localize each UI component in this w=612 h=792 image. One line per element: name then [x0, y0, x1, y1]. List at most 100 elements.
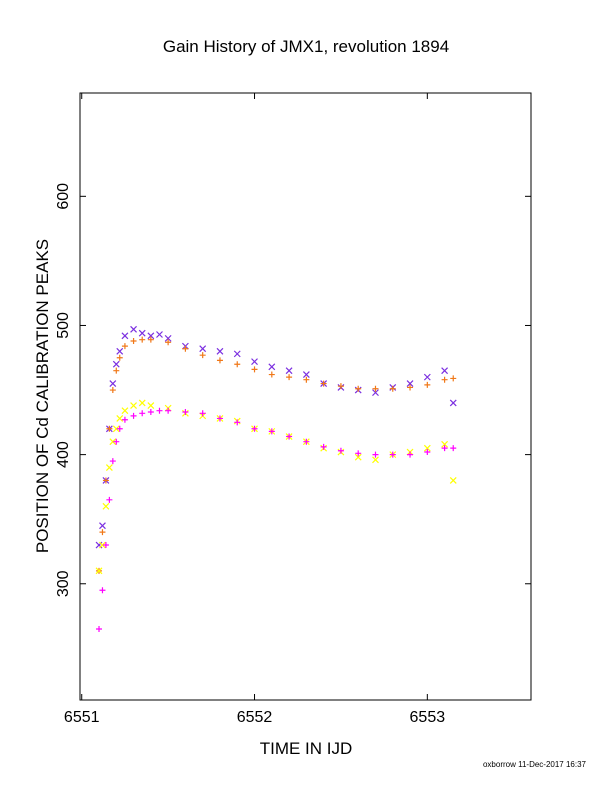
series-3-point — [147, 408, 154, 415]
series-3-point — [99, 587, 106, 594]
series-1-point — [268, 371, 275, 378]
series-1-point — [286, 374, 293, 381]
series-3-point — [216, 415, 223, 422]
series-1-point — [113, 367, 120, 374]
series-3-point — [320, 443, 327, 450]
series-0-point — [285, 367, 293, 375]
series-1-point — [121, 343, 128, 350]
series-0-point — [116, 347, 124, 355]
series-3-point — [121, 416, 128, 423]
x-tick-label: 6551 — [64, 709, 100, 726]
series-3-point — [165, 407, 172, 414]
series-1-point — [147, 336, 154, 343]
series-1-point — [389, 385, 396, 392]
series-3-point — [109, 458, 116, 465]
axis-ticks: 6551 6552 6553 300 400 500 600 — [55, 93, 531, 726]
series-2-point — [441, 440, 449, 448]
series-3-point — [441, 445, 448, 452]
y-tick-label: 500 — [55, 312, 72, 339]
series-2-point — [138, 399, 146, 407]
series-1-point — [234, 361, 241, 368]
series-1-point — [109, 387, 116, 394]
series-3-point — [116, 425, 123, 432]
series-2-point — [130, 402, 137, 409]
series-0-point — [138, 329, 146, 337]
series-2-point — [102, 502, 110, 510]
series-2-point — [99, 541, 106, 549]
series-2-point — [354, 453, 362, 461]
x-axis-label: TIME IN IJD — [260, 739, 353, 758]
x-tick-label: 6553 — [410, 709, 446, 726]
series-0-point — [199, 345, 207, 353]
series-0-point — [156, 331, 163, 338]
series-0-point — [164, 334, 172, 342]
y-tick-label: 300 — [55, 570, 72, 597]
series-0-point — [372, 389, 379, 397]
series-1-point — [116, 354, 123, 361]
x-tick-label: 6552 — [237, 709, 273, 726]
y-tick-label: 400 — [55, 441, 72, 468]
series-0-point — [302, 371, 310, 378]
series-1-point — [99, 529, 106, 536]
series-2-point — [95, 567, 103, 575]
series-1-point — [450, 375, 457, 382]
series-0-point — [233, 350, 241, 358]
series-2-point — [112, 425, 120, 433]
series-1-point — [106, 425, 113, 432]
series-3-point — [268, 428, 275, 435]
series-1-point — [355, 385, 362, 392]
footer-credit: oxborrow 11-Dec-2017 16:37 — [483, 760, 587, 769]
series-3-point — [286, 433, 293, 440]
series-1-point — [139, 336, 146, 343]
series-1-point — [424, 381, 431, 388]
series-2-point — [116, 415, 124, 422]
series-3-point — [156, 407, 163, 414]
series-1-point — [199, 352, 206, 359]
series-3-point — [199, 410, 206, 417]
data-marks — [95, 325, 457, 632]
series-1-point — [372, 385, 379, 392]
series-3-point — [389, 451, 396, 458]
series-0-point — [121, 332, 129, 340]
series-2-point — [109, 438, 117, 446]
series-3-point — [372, 451, 379, 458]
series-2 — [95, 399, 457, 575]
series-2-point — [147, 402, 155, 409]
series-1-point — [407, 384, 414, 391]
series-1-point — [182, 345, 189, 352]
series-2-point — [449, 477, 457, 484]
series-0-point — [251, 358, 258, 366]
series-0 — [95, 325, 457, 549]
series-3-point — [106, 496, 113, 503]
series-3-point — [355, 450, 362, 457]
series-1-point — [303, 376, 310, 383]
series-0-point — [423, 373, 431, 381]
plot-frame — [79, 92, 532, 701]
series-2-point — [423, 444, 431, 452]
chart-title: Gain History of JMX1, revolution 1894 — [163, 37, 449, 56]
series-3-point — [139, 410, 146, 417]
series-0-point — [147, 332, 155, 340]
series-2-point — [121, 407, 129, 415]
series-3-point — [424, 449, 431, 456]
series-3-point — [96, 625, 103, 632]
series-3-point — [450, 445, 457, 452]
series-3-point — [303, 438, 310, 445]
series-1-point — [320, 380, 327, 387]
series-2-point — [372, 456, 379, 464]
series-3-point — [407, 451, 414, 458]
series-2-point — [105, 464, 113, 471]
y-tick-label: 600 — [55, 183, 72, 210]
series-0-point — [406, 380, 414, 388]
series-3-point — [113, 438, 120, 445]
series-1-point — [441, 376, 448, 383]
series-3-point — [337, 447, 344, 454]
series-3-point — [251, 425, 258, 432]
series-0-point — [130, 325, 137, 333]
series-1-point — [337, 383, 344, 390]
series-3-point — [234, 419, 241, 426]
y-axis-label: POSITION OF Cd CALIBRATION PEAKS — [33, 239, 52, 553]
series-0-point — [441, 367, 449, 375]
series-1-point — [130, 337, 137, 344]
